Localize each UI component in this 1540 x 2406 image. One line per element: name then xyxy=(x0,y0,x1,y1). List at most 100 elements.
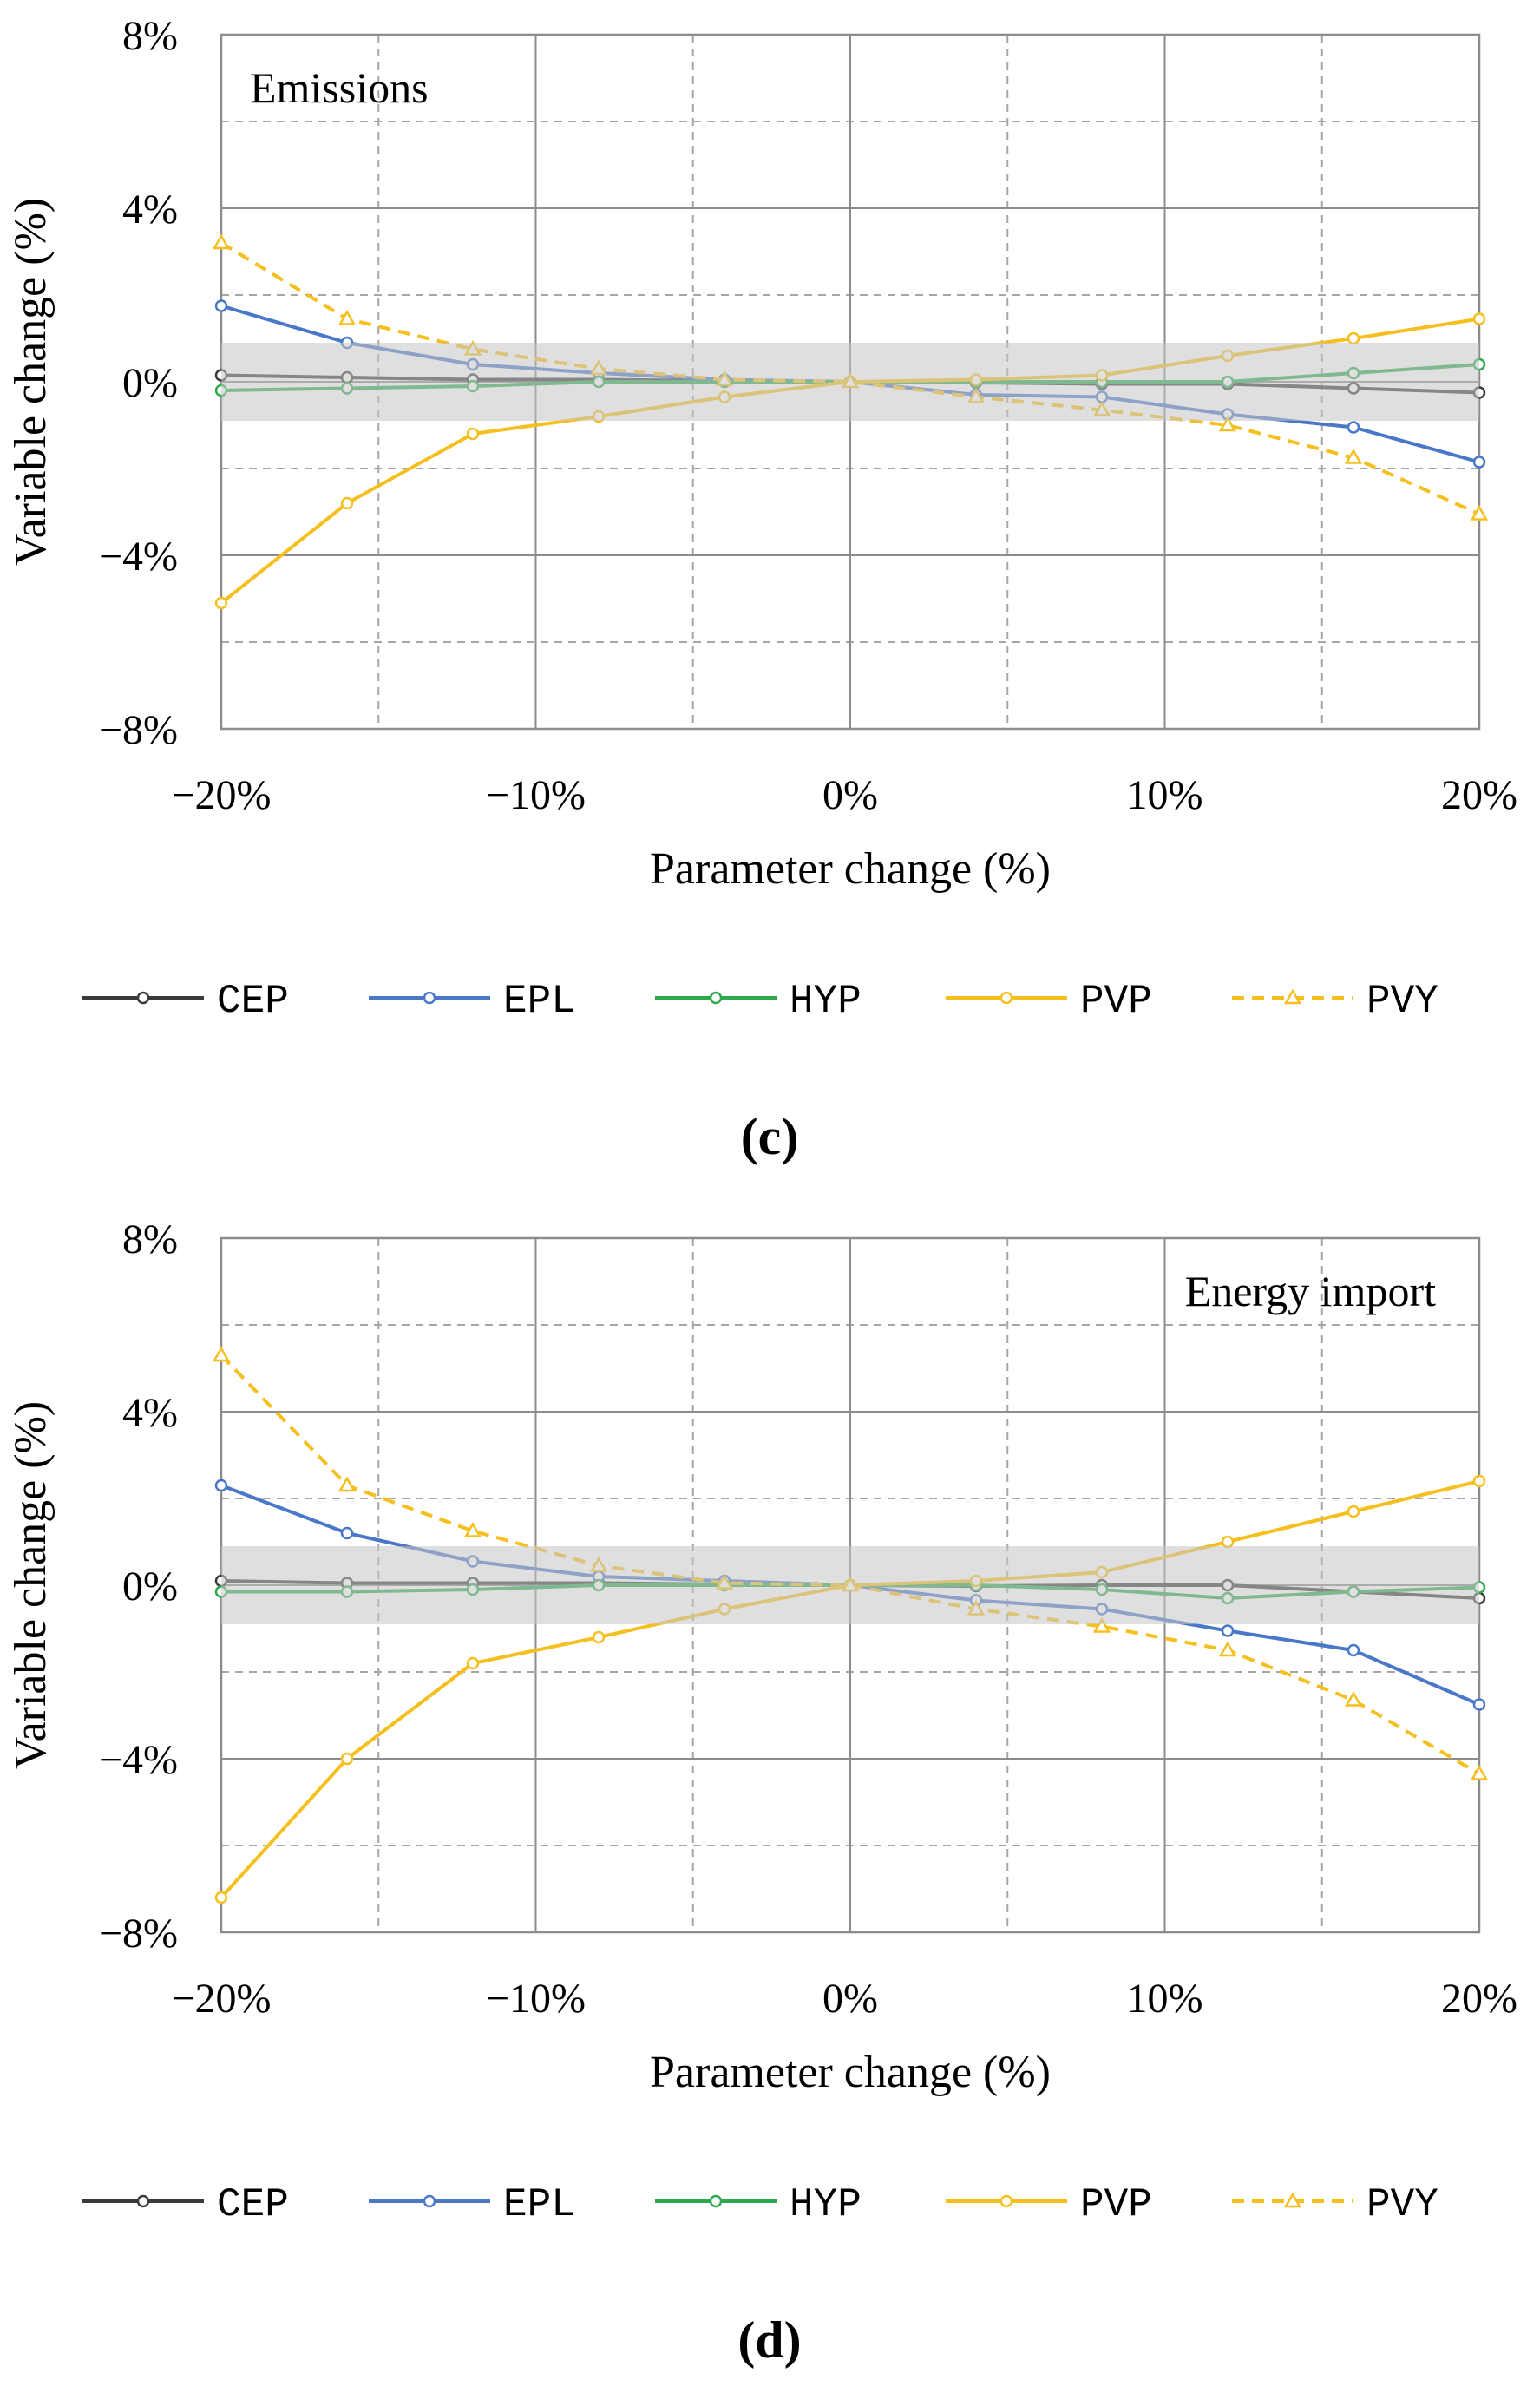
data-point-pvp xyxy=(340,1752,354,1766)
data-point-pvp xyxy=(1472,312,1486,325)
data-point-epl xyxy=(1221,1624,1235,1637)
data-point-pvp xyxy=(592,1630,606,1644)
legend-label: HYP xyxy=(790,2182,862,2227)
data-point-pvy xyxy=(337,1476,357,1492)
legend-item-cep: CEP xyxy=(82,979,289,1024)
data-point-pvp xyxy=(214,596,228,610)
data-point-pvy xyxy=(212,1346,231,1362)
legend-item-hyp: HYP xyxy=(655,2182,862,2227)
legend-item-hyp: HYP xyxy=(655,979,862,1024)
legend: CEP EPL HYP PVP PVY xyxy=(82,979,1438,1024)
data-point-pvp xyxy=(466,1656,480,1670)
legend-item-epl: EPL xyxy=(369,2182,575,2227)
x-tick-label: 0% xyxy=(822,772,878,818)
panel-title: Emissions xyxy=(250,63,429,112)
y-tick-label: −8% xyxy=(99,707,178,753)
data-point-pvy xyxy=(337,309,357,325)
y-axis-title: Variable change (%) xyxy=(6,1401,56,1769)
legend-item-pvp: PVP xyxy=(946,2182,1152,2227)
panel-caption: (d) xyxy=(737,2311,801,2369)
x-tick-label: 20% xyxy=(1441,1976,1517,2022)
data-point-pvy xyxy=(1470,1764,1489,1780)
x-axis-title: Parameter change (%) xyxy=(650,844,1051,894)
data-point-epl xyxy=(1347,421,1360,434)
legend-label: CEP xyxy=(217,979,289,1024)
data-point-pvy xyxy=(1218,1641,1237,1657)
legend-label: HYP xyxy=(790,979,862,1024)
legend-label: PVY xyxy=(1366,979,1438,1024)
panel-title: Energy import xyxy=(1185,1267,1436,1315)
legend-item-pvp: PVP xyxy=(946,979,1152,1024)
data-point-pvy xyxy=(212,233,231,250)
legend-item-cep: CEP xyxy=(82,2182,289,2227)
legend-marker xyxy=(423,991,436,1005)
legend-item-pvy: PVY xyxy=(1232,979,1438,1024)
legend-label: EPL xyxy=(503,979,575,1024)
y-tick-label: 0% xyxy=(122,1564,178,1609)
legend-marker xyxy=(1283,2192,1302,2208)
series-line-pvy xyxy=(220,1354,1481,1776)
data-point-epl xyxy=(214,1478,228,1492)
data-point-epl xyxy=(1472,1698,1486,1711)
data-point-pvp xyxy=(340,496,354,510)
legend-marker xyxy=(136,991,150,1005)
legend-label: PVY xyxy=(1366,2182,1438,2227)
data-point-pvp xyxy=(1347,1505,1360,1518)
y-tick-label: 4% xyxy=(122,1390,178,1436)
chart-d: Energy import 8% 4% 0% −4% −8% −20% −10% 0% 10% 20… xyxy=(6,1216,1517,2369)
y-tick-label: 8% xyxy=(122,1216,178,1262)
data-point-pvp xyxy=(466,427,480,441)
x-tick-label: 20% xyxy=(1441,772,1517,818)
x-tick-label: 10% xyxy=(1127,1976,1203,2022)
data-point-pvp xyxy=(214,1891,228,1904)
data-point-pvy xyxy=(1344,448,1363,464)
y-tick-label: 4% xyxy=(122,187,178,233)
y-axis-title: Variable change (%) xyxy=(6,198,56,566)
legend-marker xyxy=(999,2194,1013,2208)
data-point-pvy xyxy=(1218,416,1237,432)
data-point-pvy xyxy=(463,1521,482,1537)
chart-c: Emissions 8% 4% 0% −4% −8% −20% −10% 0% 10% 20% Par… xyxy=(6,13,1517,1165)
legend-label: PVP xyxy=(1080,2182,1152,2227)
data-point-epl xyxy=(1472,456,1486,469)
data-point-pvp xyxy=(1472,1474,1486,1488)
data-point-pvy xyxy=(1092,1616,1111,1633)
data-point-epl xyxy=(1347,1643,1360,1657)
legend-marker xyxy=(1283,988,1302,1005)
panel-caption: (c) xyxy=(741,1108,799,1165)
legend-marker xyxy=(136,2194,150,2208)
legend-marker xyxy=(999,991,1013,1005)
x-tick-label: −20% xyxy=(171,772,271,818)
y-tick-label: −4% xyxy=(99,1737,178,1783)
series-line-pvy xyxy=(220,241,1480,516)
legend-label: CEP xyxy=(217,2182,289,2227)
data-point-epl xyxy=(214,299,228,312)
x-tick-label: 0% xyxy=(822,1976,878,2022)
data-point-pvp xyxy=(1347,331,1360,345)
legend-marker xyxy=(709,2194,723,2208)
data-point-pvy xyxy=(1470,504,1489,521)
legend-item-pvy: PVY xyxy=(1232,2182,1438,2227)
legend-item-epl: EPL xyxy=(369,979,575,1024)
y-tick-label: −8% xyxy=(99,1911,178,1957)
neutral-band xyxy=(221,343,1479,421)
chart-panel-c: Emissions 8% 4% 0% −4% −8% −20% −10% 0% 10% 20% Par… xyxy=(6,13,1517,1165)
data-point-pvp xyxy=(1221,1535,1235,1549)
x-tick-label: 10% xyxy=(1127,772,1203,818)
x-axis-title: Parameter change (%) xyxy=(650,2048,1051,2097)
legend: CEP EPL HYP PVP PVY xyxy=(82,2182,1438,2227)
legend-label: EPL xyxy=(503,2182,575,2227)
chart-panel-d: Energy import 8% 4% 0% −4% −8% −20% −10% 0% 10% 20… xyxy=(0,1203,1540,2406)
x-tick-label: −20% xyxy=(171,1976,271,2022)
data-point-epl xyxy=(340,1526,354,1540)
y-tick-label: −4% xyxy=(99,534,178,580)
legend-label: PVP xyxy=(1080,979,1152,1024)
y-tick-label: 8% xyxy=(122,13,178,59)
legend-marker xyxy=(423,2194,436,2208)
y-tick-label: 0% xyxy=(122,360,178,406)
data-point-pvy xyxy=(1344,1690,1363,1707)
x-tick-label: −10% xyxy=(486,1976,586,2022)
x-tick-label: −10% xyxy=(486,772,586,818)
legend-marker xyxy=(709,991,723,1005)
neutral-band xyxy=(221,1546,1479,1624)
